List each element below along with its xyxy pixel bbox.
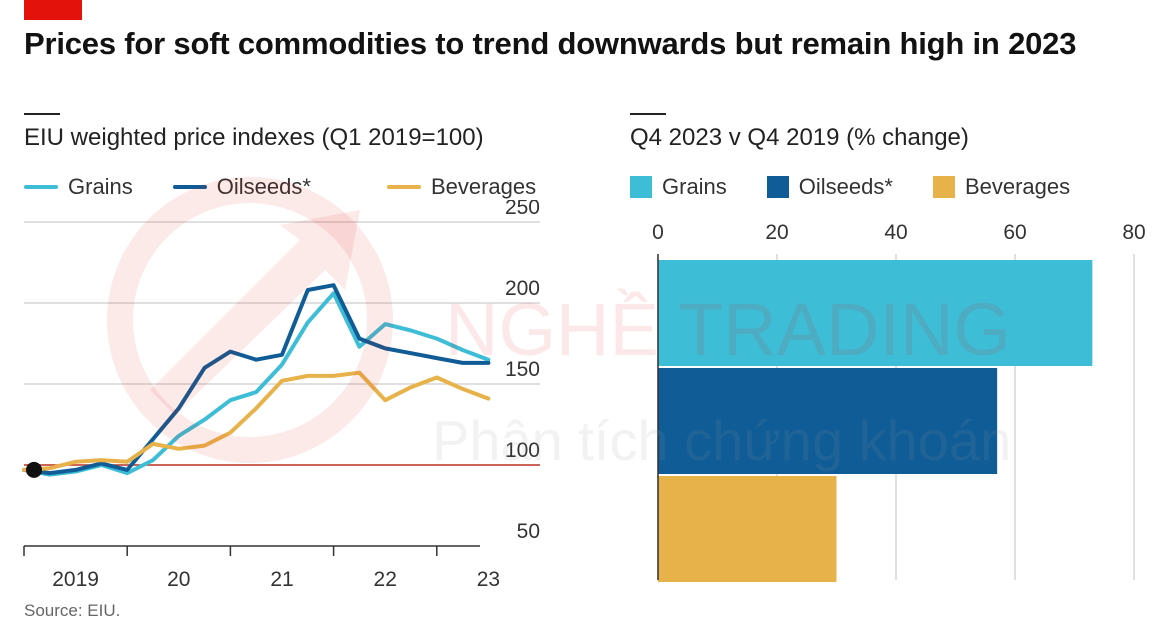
x-tick-label: 60 <box>1003 221 1026 244</box>
x-tick-label: 20 <box>765 221 788 244</box>
left-panel-rule <box>24 113 60 115</box>
bar-oilseeds-swatch <box>766 176 789 198</box>
legend-item-oilseeds: Oilseeds* <box>172 174 311 200</box>
legend-label-grains: Grains <box>68 174 133 199</box>
y-tick-label: 100 <box>505 439 540 462</box>
bar-grains <box>658 260 1093 366</box>
bar-beverages-swatch <box>932 176 955 198</box>
x-tick-label: 21 <box>270 568 293 591</box>
grains-swatch <box>24 185 58 189</box>
bar-legend-label-grains: Grains <box>662 174 727 199</box>
right-panel-title: Q4 2023 v Q4 2019 (% change) <box>630 124 969 151</box>
x-tick-label: 20 <box>167 568 190 591</box>
line-chart: 50 100 150 200 250 2019 20 21 22 23 <box>22 200 540 591</box>
start-point-marker <box>26 461 42 478</box>
source-note: Source: EIU. <box>24 601 121 620</box>
x-tick-label: 22 <box>374 568 397 591</box>
beverages-swatch <box>386 185 421 189</box>
bar-grains-swatch <box>630 176 652 198</box>
bar-legend-item-beverages: Beverages <box>932 174 1071 200</box>
bar-legend-label-beverages: Beverages <box>964 174 1071 199</box>
series-line-beverages <box>22 370 491 472</box>
oilseeds-swatch <box>172 185 207 189</box>
y-tick-label: 150 <box>505 358 540 381</box>
y-tick-label: 250 <box>505 200 540 219</box>
left-panel-title: EIU weighted price indexes (Q1 2019=100) <box>24 124 484 151</box>
brand-tag <box>24 0 82 20</box>
x-tick-label: 2019 <box>52 568 99 591</box>
legend-label-beverages: Beverages <box>430 174 537 199</box>
legend-label-oilseeds: Oilseeds* <box>216 174 311 199</box>
right-panel-rule <box>630 113 666 115</box>
x-tick-label: 0 <box>652 221 664 244</box>
bar-oilseeds <box>658 368 998 474</box>
bar-legend-item-grains: Grains <box>630 174 727 200</box>
bar-legend: Grains Oilseeds* Beverages <box>630 174 1110 200</box>
bar-legend-item-oilseeds: Oilseeds* <box>766 174 893 200</box>
bar-beverages <box>658 476 837 582</box>
bar-chart: 0 20 40 60 80 <box>652 221 1146 582</box>
series-line-oilseeds <box>22 283 491 476</box>
x-tick-label: 23 <box>477 568 500 591</box>
legend-item-grains: Grains <box>24 174 133 200</box>
line-legend: Grains Oilseeds* Beverages <box>24 174 576 200</box>
x-tick-label: 40 <box>884 221 907 244</box>
y-tick-label: 50 <box>517 520 540 543</box>
chart-title: Prices for soft commodities to trend dow… <box>24 26 1077 61</box>
legend-item-beverages: Beverages <box>386 174 537 200</box>
y-tick-label: 200 <box>505 277 540 300</box>
bar-legend-label-oilseeds: Oilseeds* <box>798 174 893 199</box>
x-tick-label: 80 <box>1122 221 1145 244</box>
